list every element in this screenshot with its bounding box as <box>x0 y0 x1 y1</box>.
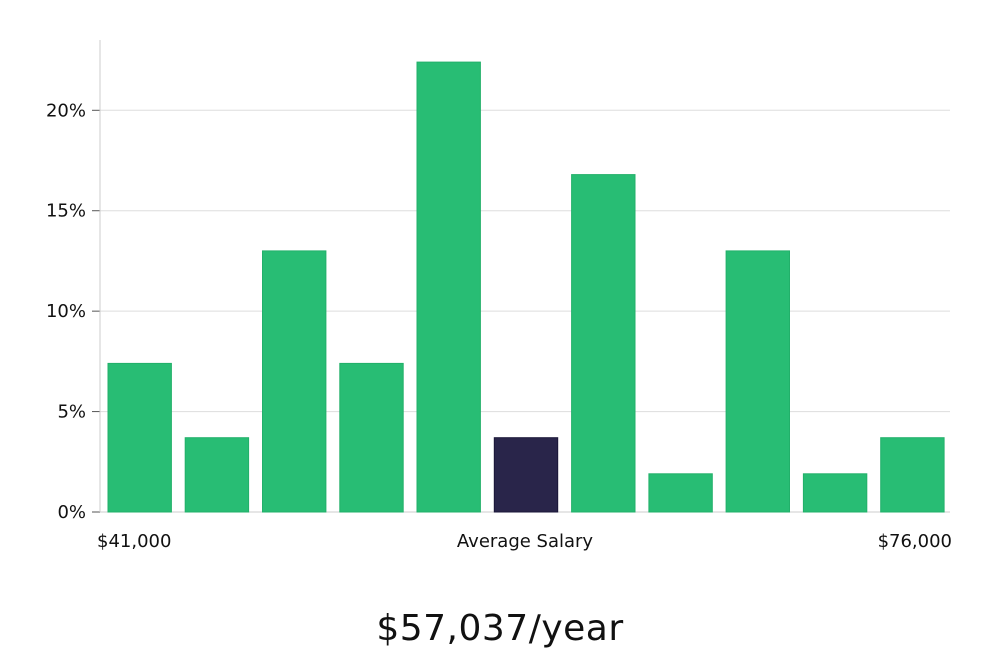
y-tick-label: 5% <box>57 402 86 423</box>
bar <box>107 362 172 513</box>
bar <box>802 473 868 513</box>
x-max-label: $76,000 <box>878 531 952 552</box>
bar-highlight <box>493 437 559 513</box>
y-tick-label: 10% <box>46 301 86 322</box>
bar <box>416 61 481 513</box>
x-axis-title: Average Salary <box>457 531 594 552</box>
y-tick-labels: 0% 5% 10% 15% 20% <box>46 100 86 523</box>
bar <box>571 174 636 513</box>
bars <box>107 61 945 513</box>
average-salary-summary: $57,037/year <box>376 608 624 649</box>
salary-histogram: 0% 5% 10% 15% 20% $41,000 Average Salary $76… <box>46 40 952 552</box>
grid-lines <box>100 109 950 413</box>
y-tick-label: 15% <box>46 201 86 222</box>
bar <box>262 250 327 513</box>
x-min-label: $41,000 <box>97 531 171 552</box>
bar <box>339 362 404 513</box>
y-tick-label: 20% <box>46 100 86 121</box>
bar <box>880 437 945 513</box>
y-tick-label: 0% <box>57 502 86 523</box>
bar <box>725 250 790 513</box>
bar <box>184 437 250 513</box>
bar <box>648 473 713 513</box>
